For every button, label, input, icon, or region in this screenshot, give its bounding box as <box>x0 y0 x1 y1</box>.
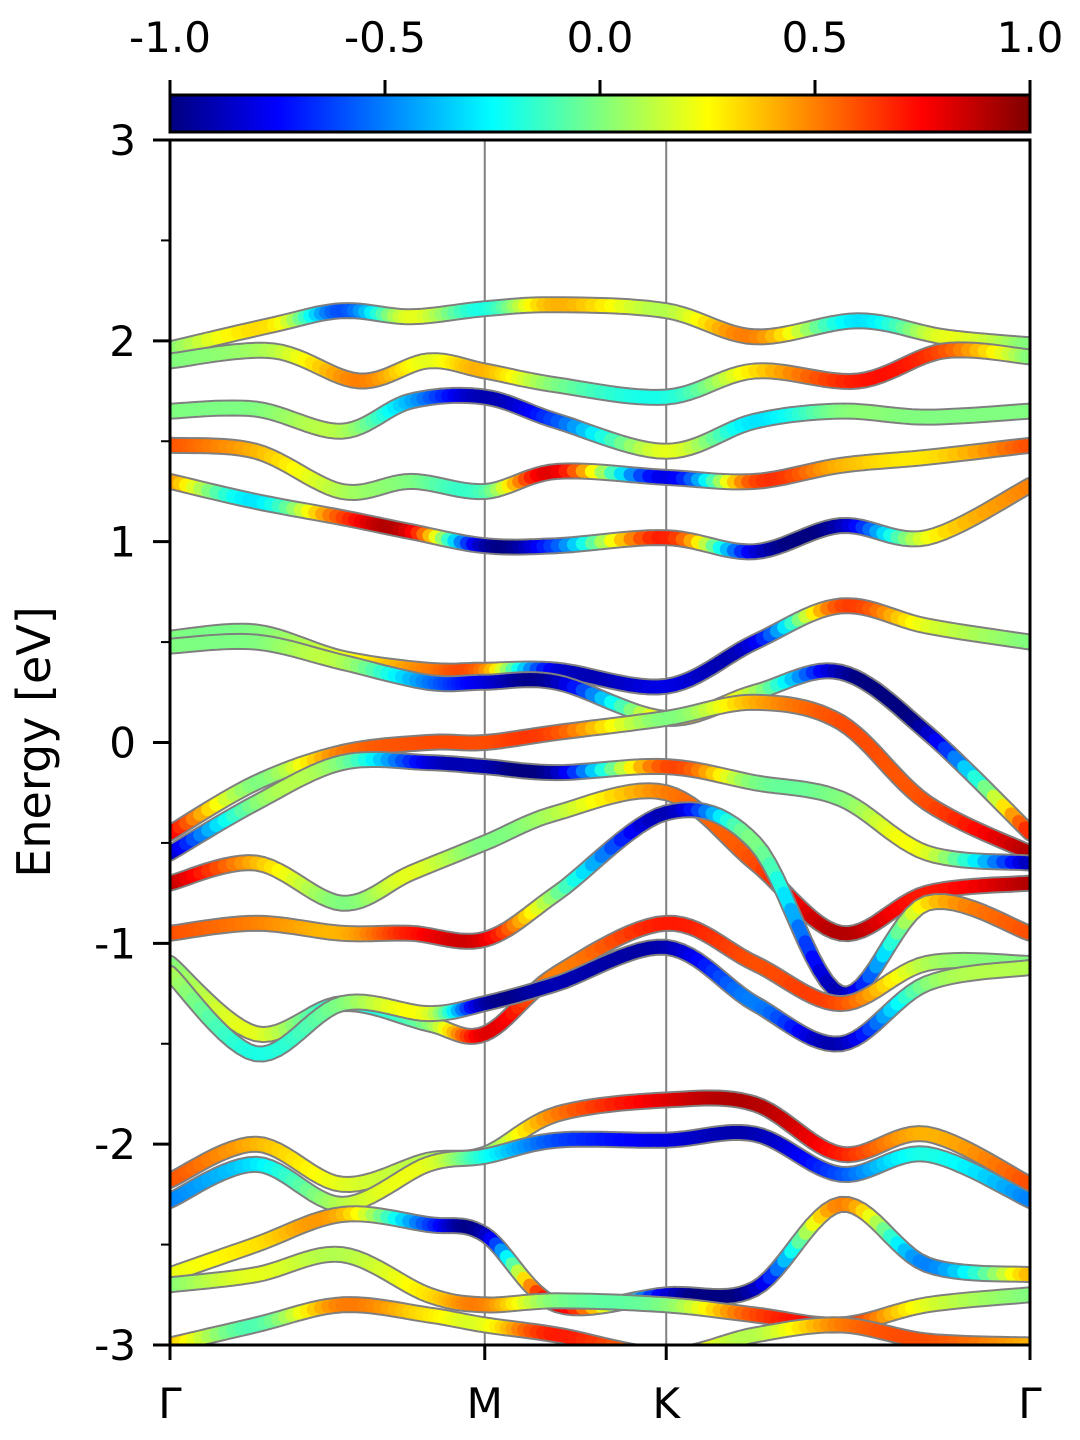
y-axis-ticks: 3 2 1 0 -1 -2 -3 <box>94 116 170 1370</box>
band-line <box>170 751 1030 872</box>
y-tick-label: 0 <box>109 719 136 768</box>
y-axis-label: Energy [eV] <box>7 606 61 877</box>
colorbar-tick-label: -0.5 <box>344 13 426 62</box>
colorbar-tick-label: 1.0 <box>997 13 1064 62</box>
band-segment <box>682 1353 690 1354</box>
band-line <box>170 693 1030 862</box>
band-line <box>170 296 1030 358</box>
band-line <box>170 1195 1030 1317</box>
band-segment <box>604 1340 626 1345</box>
band-segment <box>699 1340 719 1345</box>
y-tick-label: 2 <box>109 317 136 366</box>
colorbar-tick-label: -1.0 <box>129 13 211 62</box>
band-segment <box>640 1353 649 1354</box>
band-segment <box>694 1344 700 1345</box>
colorbar-tick-label: 0.5 <box>782 13 849 62</box>
band-line <box>170 1245 1030 1334</box>
colorbar-gradient <box>168 93 1032 134</box>
band-line <box>170 436 1030 501</box>
y-tick-label: -1 <box>94 919 136 968</box>
band-line <box>170 386 1030 460</box>
band-line <box>170 472 1030 561</box>
colorbar: -1.0 -0.5 0.0 0.5 1.0 <box>129 13 1063 134</box>
x-tick-label: K <box>652 1379 681 1428</box>
band-line <box>170 341 1030 406</box>
y-tick-label: 3 <box>109 116 136 165</box>
band-segment <box>615 1342 633 1345</box>
bands <box>170 296 1030 1355</box>
y-tick-label: 1 <box>109 518 136 567</box>
band-segment <box>674 1354 682 1355</box>
x-tick-label: M <box>467 1379 503 1428</box>
band-line <box>170 1124 1030 1213</box>
band-line <box>170 801 1030 1003</box>
x-tick-label: Γ <box>158 1379 182 1428</box>
y-tick-label: -2 <box>94 1120 136 1169</box>
plot-area: 3 2 1 0 -1 -2 -3 Γ M K Γ <box>94 116 1042 1428</box>
colorbar-tick-label: 0.0 <box>567 13 634 62</box>
colorbar-ticks: -1.0 -0.5 0.0 0.5 1.0 <box>129 13 1063 95</box>
band-line <box>170 1296 1030 1355</box>
y-tick-label: -3 <box>94 1321 136 1370</box>
band-segment <box>627 1344 634 1345</box>
band-line <box>170 1089 1030 1193</box>
band-line <box>170 938 1030 1063</box>
x-tick-label: Γ <box>1018 1379 1042 1428</box>
band-segment <box>695 1342 710 1345</box>
band-segment <box>649 1354 658 1355</box>
